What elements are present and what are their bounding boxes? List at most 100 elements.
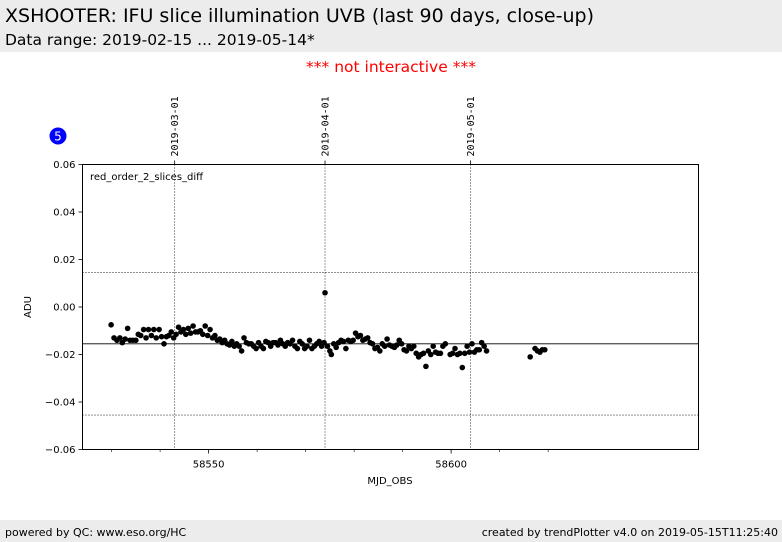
data-point	[398, 341, 405, 347]
data-point	[541, 346, 548, 353]
data-point	[145, 326, 152, 333]
data-point	[253, 345, 259, 352]
data-point	[420, 350, 427, 357]
data-point	[306, 337, 313, 344]
data-point	[153, 335, 160, 341]
data-range: Data range: 2019-02-15 ... 2019-05-14*	[5, 31, 315, 49]
data-point	[204, 332, 211, 339]
data-point	[185, 325, 192, 332]
data-point	[190, 323, 196, 329]
data-point	[350, 337, 356, 344]
data-point	[357, 332, 364, 339]
header-bar: XSHOOTER: IFU slice illumination UVB (la…	[0, 0, 782, 52]
data-points	[108, 289, 548, 371]
data-point	[410, 343, 417, 349]
data-point	[343, 345, 349, 352]
data-point	[143, 335, 149, 341]
data-point	[369, 341, 376, 347]
footer-bar: powered by QC: www.eso.org/HC created by…	[0, 520, 782, 542]
date-markers: 2019-03-01 2019-04-01 2019-05-01	[170, 96, 477, 450]
data-point	[481, 343, 487, 349]
data-point	[340, 338, 347, 345]
data-point	[304, 343, 310, 349]
data-point	[148, 332, 155, 339]
data-point	[161, 341, 167, 347]
data-point	[527, 354, 533, 360]
y-tick-label: −0.02	[45, 350, 76, 361]
data-point	[322, 289, 328, 296]
data-point	[180, 326, 187, 333]
data-point	[464, 343, 470, 349]
data-point	[328, 351, 335, 358]
data-point	[403, 348, 410, 354]
data-point	[137, 332, 144, 339]
series-annotation: red_order_2_slices_diff	[90, 172, 204, 183]
data-point	[483, 348, 490, 354]
data-point	[187, 330, 194, 336]
y-tick-label: −0.04	[45, 398, 76, 409]
data-point	[452, 345, 458, 352]
data-point	[241, 335, 247, 341]
data-point	[364, 335, 371, 341]
data-point	[430, 343, 436, 349]
y-axis: 0.06 0.04 0.02 0.00 −0.02 −0.04 −0.06	[45, 160, 83, 456]
y-tick-label: 0.02	[53, 255, 75, 266]
x-tick-label: 58550	[193, 460, 225, 471]
not-interactive-notice: *** not interactive ***	[306, 58, 476, 76]
version-badge-label: 5	[54, 130, 62, 144]
data-point	[122, 336, 128, 342]
data-point	[299, 341, 306, 347]
data-point	[229, 338, 235, 345]
data-point	[469, 341, 475, 347]
data-point	[466, 349, 473, 355]
date-marker-label: 2019-03-01	[170, 96, 181, 156]
data-point	[324, 343, 331, 349]
data-point	[212, 332, 218, 339]
data-point	[236, 343, 242, 349]
data-point	[394, 342, 400, 348]
data-point	[381, 343, 388, 349]
data-point	[133, 337, 139, 344]
footer-credit: powered by QC: www.eso.org/HC	[5, 526, 187, 539]
data-point	[140, 326, 147, 333]
data-point	[459, 364, 466, 371]
y-tick-label: 0.06	[53, 160, 75, 171]
date-marker-label: 2019-05-01	[466, 96, 477, 156]
data-point	[124, 325, 131, 332]
data-point	[275, 342, 281, 348]
x-tick-label: 58600	[435, 460, 467, 471]
data-point	[158, 333, 165, 340]
data-point	[457, 350, 463, 357]
data-point	[333, 344, 339, 351]
data-point	[423, 363, 429, 370]
footer-created: created by trendPlotter v4.0 on 2019-05-…	[481, 526, 778, 539]
page-title: XSHOOTER: IFU slice illumination UVB (la…	[5, 5, 594, 27]
data-point	[168, 329, 175, 335]
data-point	[437, 350, 444, 357]
data-point	[260, 345, 267, 352]
data-point	[151, 326, 157, 333]
data-point	[476, 346, 483, 353]
data-point	[316, 338, 322, 345]
date-marker-label: 2019-04-01	[321, 96, 332, 156]
y-tick-label: 0.00	[53, 303, 75, 314]
data-point	[377, 348, 383, 354]
data-point	[202, 323, 209, 329]
data-point	[175, 324, 182, 330]
data-point	[294, 345, 301, 352]
y-tick-label: −0.06	[45, 445, 76, 456]
data-point	[461, 350, 468, 357]
data-point	[183, 331, 189, 338]
data-point	[289, 337, 296, 344]
x-axis-label: MJD_OBS	[367, 476, 412, 487]
data-point	[449, 350, 456, 357]
data-point	[173, 331, 179, 338]
data-point	[117, 335, 123, 341]
data-point	[238, 348, 245, 354]
data-point	[207, 326, 213, 333]
x-axis: 58550 58600	[111, 449, 549, 471]
data-point	[384, 336, 390, 342]
y-axis-label: ADU	[23, 296, 34, 318]
y-tick-label: 0.04	[53, 208, 75, 219]
data-point	[156, 326, 162, 333]
